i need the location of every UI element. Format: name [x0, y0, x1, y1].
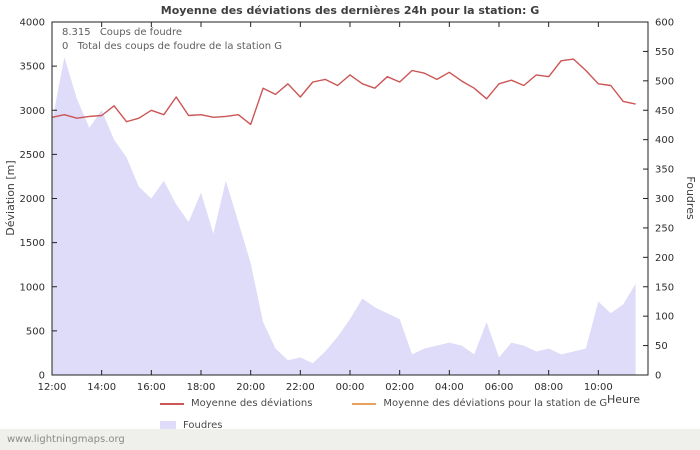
- svg-text:350: 350: [655, 165, 674, 176]
- svg-text:150: 150: [655, 282, 674, 293]
- svg-text:18:00: 18:00: [187, 382, 216, 393]
- svg-text:2000: 2000: [20, 194, 45, 205]
- svg-text:400: 400: [655, 135, 674, 146]
- svg-text:250: 250: [655, 223, 674, 234]
- legend-label-strikes: Foudres: [183, 420, 223, 431]
- svg-text:4000: 4000: [20, 18, 45, 29]
- svg-text:1000: 1000: [20, 282, 45, 293]
- station-count-annotation: 0 Total des coups de foudre de la statio…: [62, 41, 282, 52]
- deviation-line: [51, 58, 636, 126]
- svg-text:600: 600: [655, 18, 674, 29]
- legend-item-strikes: Foudres: [160, 420, 222, 431]
- svg-text:3000: 3000: [20, 106, 45, 117]
- x-axis-label: Heure: [606, 393, 640, 406]
- svg-text:16:00: 16:00: [137, 382, 166, 393]
- svg-text:550: 550: [655, 47, 674, 58]
- legend-row-2: Foudres: [160, 420, 262, 431]
- y-axis-left-label: Déviation [m]: [4, 160, 17, 236]
- svg-text:12:00: 12:00: [38, 382, 67, 393]
- svg-text:20:00: 20:00: [236, 382, 265, 393]
- svg-text:3500: 3500: [20, 62, 45, 73]
- legend-label-station-deviation: Moyenne des déviations pour la station d…: [383, 398, 608, 409]
- svg-text:300: 300: [655, 194, 674, 205]
- footer-link[interactable]: www.lightningmaps.org: [7, 434, 125, 445]
- svg-text:00:00: 00:00: [336, 382, 365, 393]
- strike-count-label: Coups de foudre: [99, 27, 183, 38]
- svg-text:200: 200: [655, 253, 674, 264]
- svg-text:1500: 1500: [20, 238, 45, 249]
- svg-text:2500: 2500: [20, 150, 45, 161]
- deviation-line-swatch: [160, 402, 184, 405]
- legend-item-station-deviation: Moyenne des déviations pour la station d…: [352, 398, 607, 409]
- svg-text:04:00: 04:00: [435, 382, 464, 393]
- strike-count: 8.315: [62, 27, 91, 38]
- svg-text:100: 100: [655, 312, 674, 323]
- svg-text:08:00: 08:00: [534, 382, 563, 393]
- svg-text:450: 450: [655, 106, 674, 117]
- svg-text:02:00: 02:00: [385, 382, 414, 393]
- svg-text:22:00: 22:00: [286, 382, 315, 393]
- strike-count-annotation: 8.315 Coups de foudre: [62, 27, 182, 38]
- svg-text:0: 0: [39, 371, 45, 382]
- strikes-fill-swatch: [160, 420, 176, 431]
- legend-label-deviation: Moyenne des déviations: [191, 398, 313, 409]
- svg-text:500: 500: [655, 76, 674, 87]
- legend-item-deviation: Moyenne des déviations: [160, 398, 312, 409]
- svg-text:10:00: 10:00: [584, 382, 613, 393]
- strikes-area: [52, 57, 636, 376]
- y-axis-right-label: Foudres: [684, 176, 697, 220]
- footer-bar: www.lightningmaps.org: [0, 429, 700, 450]
- station-count-label: Total des coups de foudre de la station …: [77, 41, 283, 52]
- legend-row-1: Moyenne des déviations Moyenne des dévia…: [160, 398, 647, 409]
- svg-text:500: 500: [26, 326, 45, 337]
- svg-text:14:00: 14:00: [87, 382, 116, 393]
- station-line-swatch: [352, 402, 377, 405]
- svg-text:06:00: 06:00: [485, 382, 514, 393]
- station-count: 0: [62, 41, 69, 52]
- svg-text:0: 0: [655, 371, 661, 382]
- svg-text:50: 50: [655, 341, 668, 352]
- chart-title: Moyenne des déviations des dernières 24h…: [160, 4, 540, 17]
